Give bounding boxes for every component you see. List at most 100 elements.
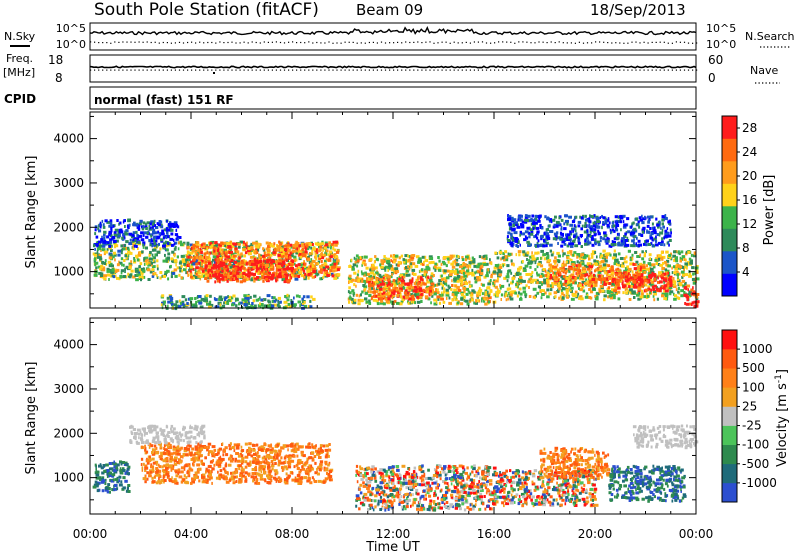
- echo-pixel: [226, 255, 230, 258]
- echo-pixel: [497, 256, 500, 259]
- nave-dot: [276, 70, 277, 71]
- echo-pixel: [495, 264, 498, 267]
- echo-pixel: [570, 240, 572, 243]
- echo-pixel: [392, 256, 394, 259]
- echo-pixel: [408, 259, 411, 262]
- echo-pixel: [555, 278, 559, 281]
- echo-pixel: [518, 291, 520, 294]
- nave-dot: [450, 70, 451, 71]
- echo-pixel: [643, 295, 646, 298]
- echo-pixel: [170, 233, 173, 236]
- n-search-dot: [631, 42, 632, 43]
- echo-pixel: [689, 258, 692, 261]
- echo-pixel: [667, 220, 670, 223]
- echo-pixel: [421, 293, 423, 296]
- n-search-dot: [482, 41, 483, 42]
- echo-pixel: [114, 258, 116, 261]
- echo-pixel: [187, 250, 189, 253]
- echo-pixel: [157, 267, 159, 270]
- echo-pixel: [542, 253, 546, 256]
- echo-pixel: [199, 256, 203, 259]
- echo-pixel: [592, 278, 596, 281]
- echo-pixel: [493, 271, 496, 274]
- echo-pixel: [588, 296, 591, 299]
- echo-pixel: [179, 262, 182, 265]
- echo-pixel: [220, 261, 222, 264]
- echo-pixel: [149, 251, 152, 254]
- echo-pixel: [94, 248, 96, 251]
- echo-pixel: [527, 280, 530, 283]
- echo-pixel: [303, 270, 306, 273]
- n-search-dot: [393, 42, 394, 43]
- echo-pixel: [356, 294, 358, 297]
- echo-pixel: [286, 267, 288, 270]
- echo-pixel: [625, 256, 627, 259]
- echo-pixel: [135, 270, 139, 273]
- echo-pixel: [159, 247, 161, 250]
- n-search-dot: [579, 42, 580, 43]
- echo-pixel: [164, 254, 166, 257]
- echo-pixel: [636, 237, 638, 240]
- echo-pixel: [160, 277, 162, 280]
- n-search-dot: [312, 42, 313, 43]
- echo-pixel: [306, 244, 309, 247]
- n-search-dot: [676, 41, 677, 42]
- echo-pixel: [373, 287, 375, 290]
- echo-pixel: [580, 227, 583, 230]
- frequency-line: [90, 66, 696, 67]
- echo-pixel: [675, 258, 678, 261]
- nave-dot: [425, 70, 426, 71]
- nave-dot: [304, 70, 305, 71]
- echo-pixel: [519, 288, 522, 291]
- echo-pixel: [242, 267, 246, 270]
- echo-pixel: [458, 289, 462, 292]
- echo-pixel: [413, 289, 416, 292]
- echo-pixel: [597, 278, 600, 281]
- nave-dot: [672, 70, 673, 71]
- echo-pixel: [525, 265, 529, 268]
- echo-pixel: [585, 215, 587, 218]
- echo-pixel: [443, 256, 447, 259]
- echo-pixel: [677, 276, 679, 279]
- nave-dot: [470, 70, 471, 71]
- echo-pixel: [444, 280, 447, 283]
- echo-pixel: [686, 298, 689, 301]
- echo-pixel: [595, 263, 598, 266]
- echo-pixel: [694, 251, 696, 254]
- echo-pixel: [106, 270, 110, 273]
- echo-pixel: [465, 258, 467, 261]
- echo-pixel: [450, 288, 452, 291]
- echo-pixel: [552, 284, 554, 287]
- echo-pixel: [578, 287, 580, 290]
- echo-pixel: [384, 267, 386, 270]
- echo-pixel: [670, 231, 672, 234]
- echo-pixel: [616, 283, 618, 286]
- echo-pixel: [313, 247, 315, 250]
- echo-pixel: [646, 268, 650, 271]
- echo-pixel: [471, 289, 474, 292]
- echo-pixel: [601, 290, 604, 293]
- echo-pixel: [383, 302, 386, 305]
- echo-pixel: [307, 277, 309, 280]
- echo-pixel: [376, 278, 379, 281]
- echo-pixel: [258, 243, 260, 246]
- echo-pixel: [429, 287, 432, 290]
- echo-pixel: [564, 214, 568, 217]
- echo-pixel: [183, 263, 186, 266]
- echo-pixel: [569, 224, 573, 227]
- echo-pixel: [691, 303, 693, 306]
- nave-dot: [510, 70, 511, 71]
- echo-pixel: [625, 291, 628, 294]
- echo-pixel: [145, 227, 148, 230]
- echo-pixel: [368, 294, 371, 297]
- n-search-dot: [130, 42, 131, 43]
- echo-pixel: [603, 298, 606, 301]
- echo-pixel: [221, 270, 224, 273]
- echo-pixel: [429, 257, 433, 260]
- echo-pixel: [215, 262, 217, 265]
- echo-pixel: [190, 266, 193, 269]
- nave-dot: [369, 70, 370, 71]
- n-search-dot: [494, 42, 495, 43]
- echo-pixel: [621, 265, 625, 268]
- nave-dot: [664, 70, 665, 71]
